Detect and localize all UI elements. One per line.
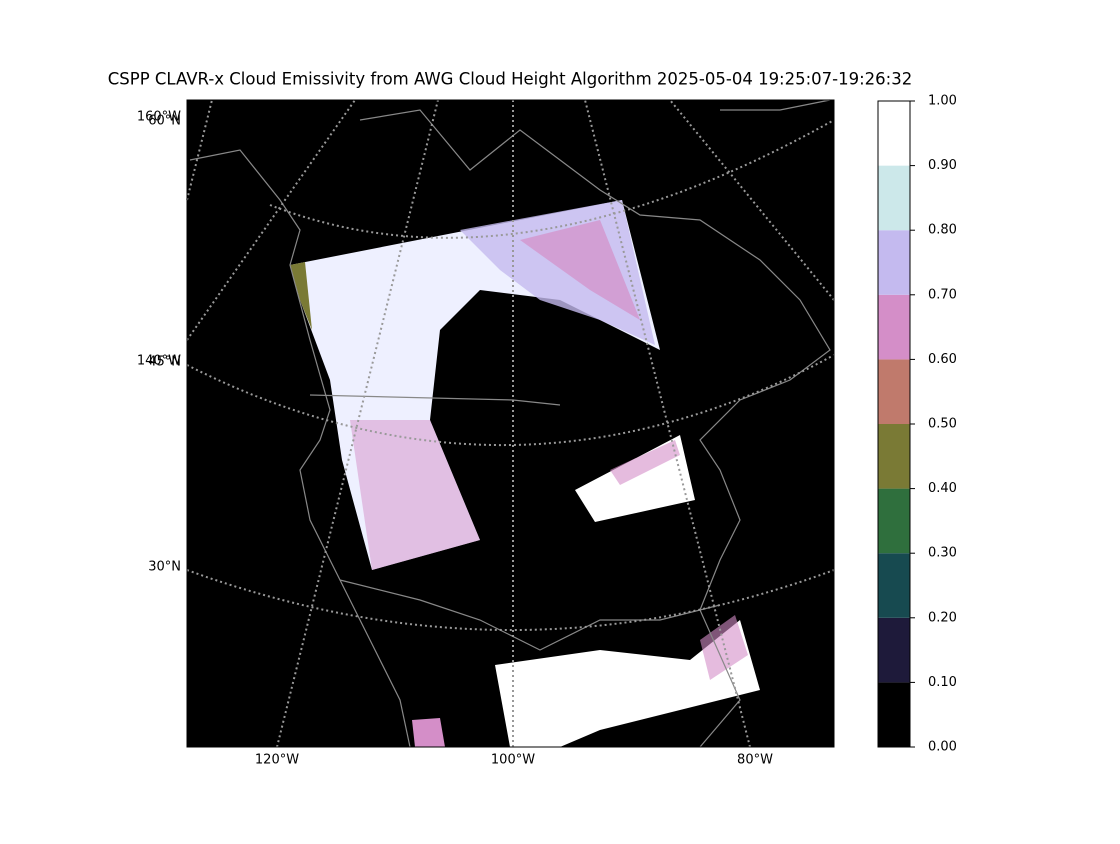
colorbar-tick-label: 0.70 [928, 287, 957, 302]
map [186, 99, 835, 748]
colorbar-segment [878, 488, 910, 554]
colorbar-tick-label: 0.80 [928, 223, 957, 238]
colorbar-tick-label: 0.30 [928, 546, 957, 561]
border [339, 579, 721, 651]
colorbar-segment [878, 553, 910, 618]
coastline [720, 99, 831, 111]
graticule [669, 99, 835, 301]
graticule [186, 99, 356, 341]
lat-label: 160°W [137, 110, 181, 125]
cloud-swath [700, 615, 748, 680]
colorbar: 0.00 0.10 0.20 0.30 0.40 0.50 0.60 0.70 0.80 0.90… [877, 94, 957, 755]
graticule [186, 354, 835, 447]
colorbar-segment [878, 294, 910, 360]
colorbar-segment [878, 101, 910, 166]
colorbar-segment [878, 682, 910, 747]
colorbar-tick-label: 0.00 [928, 740, 957, 755]
graticule [269, 119, 835, 239]
colorbar-tick-label: 1.00 [928, 94, 957, 109]
colorbar-segment [878, 424, 910, 489]
colorbar-tick-label: 0.60 [928, 352, 957, 367]
cloud-swath [495, 620, 760, 747]
colorbar-segment [878, 230, 910, 295]
lat-label: 30°N [148, 560, 181, 575]
colorbar-tick-label: 0.10 [928, 675, 957, 690]
lon-label: 120°W [255, 753, 299, 768]
colorbar-segment [878, 165, 910, 231]
lat-label: 45°N [148, 355, 181, 370]
cloud-swath [350, 420, 480, 570]
cloud-swath [412, 718, 445, 747]
graticule [276, 99, 439, 748]
lat-label: 140°W [137, 354, 181, 369]
colorbar-tick-label: 0.90 [928, 158, 957, 173]
coastline [189, 149, 411, 748]
colorbar-segment [878, 359, 910, 424]
lon-label: 80°W [737, 753, 773, 768]
coastline [359, 109, 831, 748]
lon-label: 100°W [491, 753, 535, 768]
colorbar-tick-label: 0.20 [928, 610, 957, 625]
colorbar-tick-label: 0.40 [928, 481, 957, 496]
colorbar-segment [878, 617, 910, 683]
graticule [186, 99, 213, 201]
cloud-swath [610, 440, 680, 485]
lat-label: 60°N [148, 114, 181, 129]
cloud-swath [520, 220, 640, 320]
graticule [584, 99, 751, 748]
colorbar-tick-label: 0.50 [928, 417, 957, 432]
graticule [186, 569, 835, 631]
cloud-swath [290, 262, 312, 330]
map-frame [186, 99, 835, 748]
map-title: CSPP CLAVR-x Cloud Emissivity from AWG C… [108, 70, 912, 89]
